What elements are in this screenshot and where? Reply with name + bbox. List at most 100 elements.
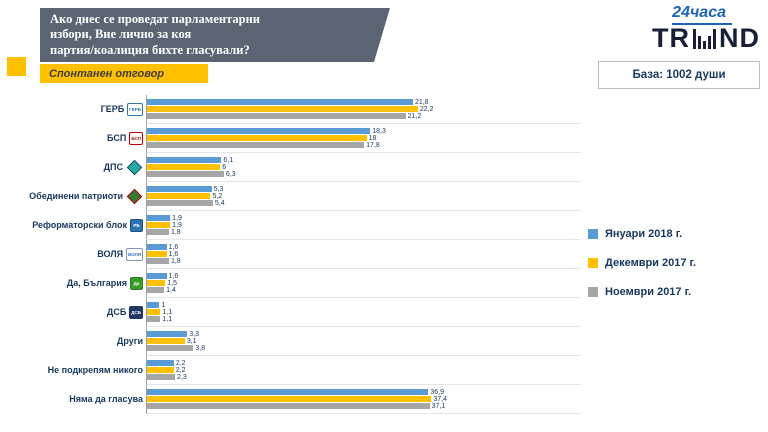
header-banner: Ако днес се проведат парламентарни избор… bbox=[40, 8, 390, 62]
trend-logo-right: ND bbox=[719, 22, 760, 53]
bar-value-label: 6 bbox=[222, 163, 227, 171]
bar-row: 1,8 bbox=[147, 257, 581, 265]
bar bbox=[147, 106, 418, 112]
category-bars-cell: 1 1,1 1,1 bbox=[146, 298, 581, 327]
legend-label: Януари 2018 г. bbox=[605, 228, 683, 240]
bar-row: 22,2 bbox=[147, 106, 581, 113]
bar-value-label: 1,8 bbox=[170, 257, 181, 265]
trend-logo-bars-icon bbox=[693, 28, 716, 49]
bar-value-label: 21,8 bbox=[414, 98, 429, 106]
bar-value-label: 18 bbox=[368, 134, 377, 142]
bar bbox=[147, 251, 167, 257]
category-label-cell: ДПС bbox=[6, 153, 146, 182]
bar-row: 1,6 bbox=[147, 243, 581, 251]
bar-value-label: 1 bbox=[161, 301, 166, 309]
bar bbox=[147, 215, 171, 221]
category-label: Не подкрепям никого bbox=[47, 364, 143, 375]
chart-row: Обединени патриоти 5,3 5,2 5,4 bbox=[6, 182, 581, 211]
bar-value-label: 1,9 bbox=[172, 214, 182, 222]
bar-row: 3,3 bbox=[147, 331, 581, 338]
category-label: Обединени патриоти bbox=[29, 190, 123, 201]
category-label-cell: Обединени патриоти bbox=[6, 182, 146, 211]
category-bars-cell: 3,3 3,1 3,8 bbox=[146, 327, 581, 356]
legend-item: Декември 2017 г. bbox=[588, 257, 696, 269]
category-label: ДПС bbox=[103, 161, 123, 172]
bar-row: 37,4 bbox=[147, 395, 581, 403]
chart-row: Други 3,3 3,1 3,8 bbox=[6, 327, 581, 356]
bar-row: 1,8 bbox=[147, 228, 581, 236]
bar bbox=[147, 345, 194, 351]
bar-row: 1,9 bbox=[147, 222, 581, 229]
legend-swatch bbox=[588, 287, 598, 297]
bar-value-label: 37,4 bbox=[433, 395, 448, 403]
brand-area: 24часа TR ND bbox=[605, 4, 760, 53]
category-label: ГЕРБ bbox=[100, 103, 125, 114]
bar-value-label: 5,2 bbox=[212, 192, 223, 200]
legend-label: Ноември 2017 г. bbox=[605, 286, 692, 298]
bar-row: 21,8 bbox=[147, 98, 581, 106]
bar-row: 1,5 bbox=[147, 280, 581, 287]
bar-value-label: 1,6 bbox=[168, 272, 179, 280]
chart-row: Да, България Да 1,6 1,5 1,4 bbox=[6, 269, 581, 298]
bar-value-label: 5,3 bbox=[213, 185, 224, 193]
bar-row: 1,4 bbox=[147, 287, 581, 294]
bar bbox=[147, 302, 160, 308]
bar-chart: ГЕРБ ГЕРБ 21,8 22,2 21,2 БСП БСП 18,3 18 17,8 ДПС 6… bbox=[6, 95, 581, 414]
category-bars-cell: 18,3 18 17,8 bbox=[146, 124, 581, 153]
bar bbox=[147, 389, 429, 395]
category-label-cell: Други bbox=[6, 327, 146, 356]
bar bbox=[147, 403, 430, 409]
bar bbox=[147, 287, 165, 293]
bar-value-label: 2,2 bbox=[175, 359, 186, 367]
chart-row: Не подкрепям никого 2,2 2,2 2,3 bbox=[6, 356, 581, 385]
legend-label: Декември 2017 г. bbox=[605, 257, 697, 269]
bar bbox=[147, 193, 211, 199]
bar-row: 21,2 bbox=[147, 113, 581, 120]
bar bbox=[147, 360, 174, 366]
bar-row: 5,4 bbox=[147, 200, 581, 207]
bar bbox=[147, 309, 161, 315]
chart-row: Няма да гласува 36,9 37,4 37,1 bbox=[6, 385, 581, 414]
bar bbox=[147, 280, 166, 286]
bar-value-label: 37,1 bbox=[431, 402, 446, 410]
category-bars-cell: 5,3 5,2 5,4 bbox=[146, 182, 581, 211]
bar bbox=[147, 316, 161, 322]
bar bbox=[147, 374, 176, 380]
reformist-bloc-logo-icon: РБ bbox=[130, 219, 143, 232]
bar-row: 1,9 bbox=[147, 214, 581, 222]
bar bbox=[147, 396, 432, 402]
survey-question-line-2: избори, Вие лично за коя bbox=[50, 27, 192, 42]
trend-logo-left: TR bbox=[652, 22, 690, 53]
bar-value-label: 17,8 bbox=[366, 141, 380, 149]
category-bars-cell: 6,1 6 6,3 bbox=[146, 153, 581, 182]
bar-value-label: 3,1 bbox=[186, 337, 197, 345]
category-label: ВОЛЯ bbox=[97, 248, 124, 259]
bar-row: 36,9 bbox=[147, 388, 581, 396]
category-label: Да, България bbox=[66, 277, 127, 288]
category-bars-cell: 2,2 2,2 2,3 bbox=[146, 356, 581, 385]
bar-row: 1,6 bbox=[147, 251, 581, 258]
category-bars-cell: 1,6 1,5 1,4 bbox=[146, 269, 581, 298]
bar-row: 6 bbox=[147, 163, 581, 171]
bar bbox=[147, 222, 171, 228]
bar bbox=[147, 157, 222, 163]
legend-item: Ноември 2017 г. bbox=[588, 286, 696, 298]
bar-value-label: 1,8 bbox=[170, 228, 181, 236]
legend-swatch bbox=[588, 229, 598, 239]
subtitle-text: Спонтанен отговор bbox=[49, 67, 165, 80]
dps-party-logo-icon bbox=[126, 159, 143, 176]
bar-row: 2,3 bbox=[147, 374, 581, 381]
bar bbox=[147, 142, 365, 148]
bar-value-label: 18,3 bbox=[372, 127, 386, 135]
category-label-cell: ДСБ ДСБ bbox=[6, 298, 146, 327]
survey-question-line-1: Ако днес се проведат парламентарни bbox=[50, 12, 260, 26]
bar-value-label: 36,9 bbox=[430, 388, 445, 396]
bar-row: 1,1 bbox=[147, 316, 581, 323]
bar-value-label: 1,6 bbox=[168, 243, 179, 251]
bar bbox=[147, 200, 213, 206]
category-label-cell: ГЕРБ ГЕРБ bbox=[6, 95, 146, 124]
bar bbox=[147, 135, 367, 141]
logo-24chasa: 24часа bbox=[672, 4, 732, 25]
bar-row: 3,8 bbox=[147, 345, 581, 352]
chart-row: ДСБ ДСБ 1 1,1 1,1 bbox=[6, 298, 581, 327]
